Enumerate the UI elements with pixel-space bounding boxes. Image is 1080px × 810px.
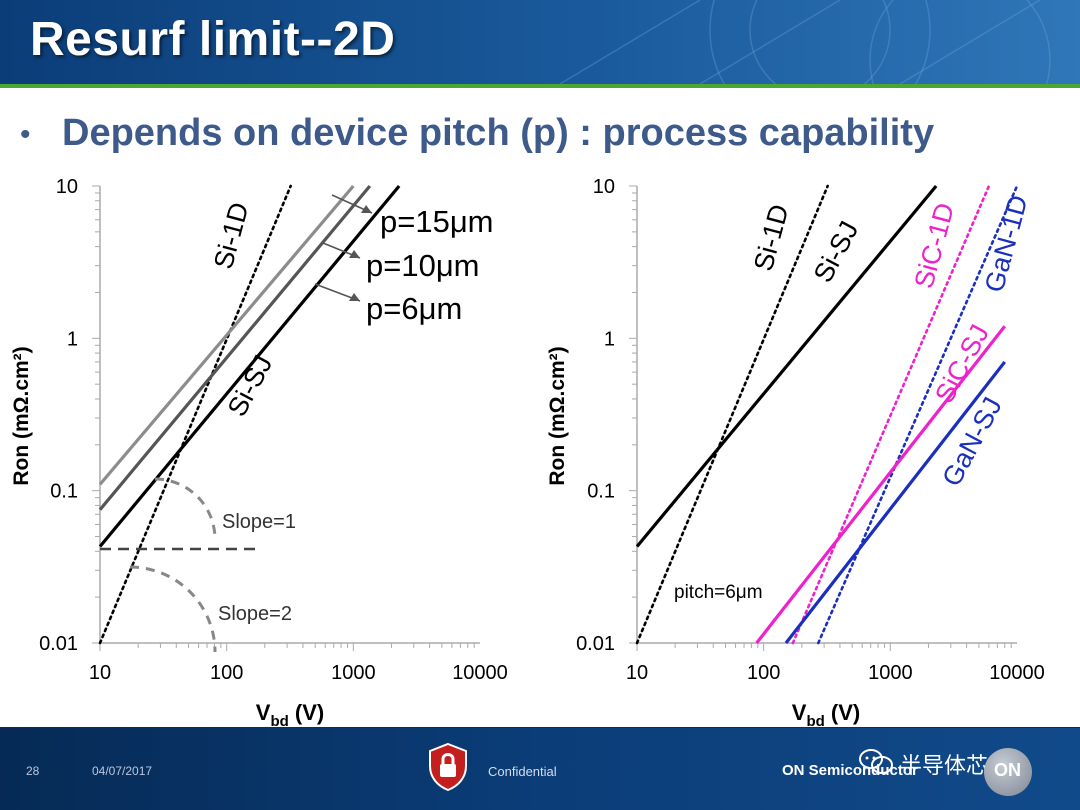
bullet-text: Depends on device pitch (p) : process ca…	[62, 112, 935, 154]
y-tick-label: 1	[67, 328, 78, 350]
series-line-p6	[98, 184, 401, 548]
x-tick-label: 10000	[989, 662, 1045, 684]
chart-left-tick-labels: 10 100 1000 10000 10 1 0.1 0.01	[39, 176, 508, 684]
y-axis-label-left: Ron (mΩ.cm²)	[10, 346, 33, 485]
label-sisj: Si-SJ	[222, 350, 279, 421]
x-tick-label: 10	[626, 662, 648, 684]
y-tick-label: 10	[593, 176, 615, 198]
wechat-icon	[859, 749, 893, 774]
title-underline	[0, 84, 1080, 88]
footer-bar	[0, 728, 1080, 810]
footer-date: 04/07/2017	[92, 764, 153, 778]
series-line-si1d	[98, 184, 292, 645]
series-line-gan1d	[817, 184, 1019, 645]
series-line-si1d	[635, 184, 829, 645]
label-si1d: Si-1D	[208, 199, 254, 272]
on-logo-text: ON	[994, 760, 1021, 780]
x-tick-label: 10000	[452, 662, 508, 684]
label-gansj: GaN-SJ	[936, 392, 1008, 491]
p10-arrowhead	[349, 250, 360, 258]
label-slope1: Slope=1	[222, 511, 296, 533]
y-tick-label: 10	[56, 176, 78, 198]
label-sisj-right: Si-SJ	[808, 216, 865, 287]
slope2-arc	[129, 565, 217, 653]
chart-right-series	[635, 184, 1019, 645]
series-line-sic1d	[791, 184, 991, 645]
y-axis-label-right: Ron (mΩ.cm²)	[546, 346, 569, 485]
label-pitch: pitch=6μm	[674, 582, 763, 603]
series-line-sisj	[635, 184, 938, 548]
x-tick-label: 100	[210, 662, 243, 684]
chart-right-tick-labels: 10 100 1000 10000 10 1 0.1 0.01	[576, 176, 1045, 684]
footer-page-number: 28	[26, 764, 40, 778]
series-line-p10	[98, 184, 372, 511]
title-bar-decoration	[559, 0, 1051, 84]
label-si1d-right: Si-1D	[748, 201, 794, 274]
label-p6: p=6μm	[366, 291, 462, 326]
p15-arrowhead	[361, 205, 372, 213]
slide-title: Resurf limit--2D	[30, 13, 396, 66]
slope1-arc	[154, 477, 217, 540]
label-slope2: Slope=2	[218, 603, 292, 625]
x-tick-label: 1000	[868, 662, 913, 684]
x-axis-label-left: Vbd (V)	[256, 700, 324, 730]
series-line-sicsj	[755, 325, 1006, 644]
y-tick-label: 0.1	[587, 481, 615, 503]
title-bar: Resurf limit--2D	[0, 0, 1080, 84]
bullet-marker: •	[20, 118, 31, 151]
chart-left: 10 100 1000 10000 10 1 0.1 0.01 Si-1D Si-SJ p=1…	[10, 176, 508, 730]
p6-arrowhead	[349, 293, 360, 301]
footer-watermark: 半导体芯	[900, 754, 989, 779]
x-tick-label: 1000	[331, 662, 376, 684]
on-semiconductor-logo	[984, 748, 1032, 796]
label-gan1d: GaN-1D	[979, 192, 1034, 295]
x-axis-label-right: Vbd (V)	[792, 700, 860, 730]
chart-left-series	[98, 184, 401, 645]
chart-left-axes	[92, 185, 480, 651]
series-line-gansj	[784, 360, 1006, 644]
footer-brand: ON Semiconductor	[782, 762, 918, 779]
label-p10: p=10μm	[366, 248, 480, 283]
chart-right-axes	[629, 185, 1017, 651]
x-tick-label: 100	[747, 662, 780, 684]
y-tick-label: 0.01	[576, 633, 615, 655]
y-tick-label: 1	[604, 328, 615, 350]
y-tick-label: 0.1	[50, 481, 78, 503]
label-sic1d: SiC-1D	[909, 200, 960, 292]
y-tick-label: 0.01	[39, 633, 78, 655]
series-line-p15	[98, 184, 355, 486]
chart-right: 10 100 1000 10000 10 1 0.1 0.01 Si-1D Si-SJ SiC…	[546, 176, 1045, 730]
footer-confidential: Confidential	[488, 764, 557, 779]
x-tick-label: 10	[89, 662, 111, 684]
label-p15: p=15μm	[380, 204, 494, 239]
shield-lock-icon	[429, 742, 467, 792]
